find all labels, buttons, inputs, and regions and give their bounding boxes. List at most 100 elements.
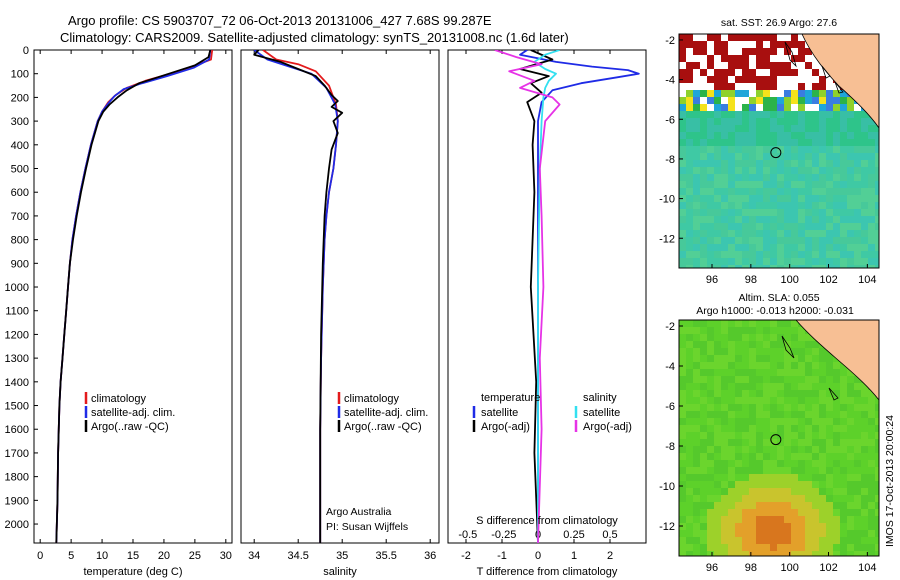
heatmap-cell <box>686 439 694 447</box>
heatmap-cell <box>728 432 736 440</box>
heatmap-cell <box>805 369 813 377</box>
heatmap-cell <box>812 146 820 154</box>
heatmap-cell <box>847 474 855 482</box>
heatmap-cell <box>847 404 855 412</box>
heatmap-cell <box>791 320 799 328</box>
heatmap-cell <box>686 390 694 398</box>
heatmap-cell <box>714 48 722 56</box>
heatmap-cell <box>756 111 764 119</box>
heatmap-cell <box>826 530 834 538</box>
heatmap-cell <box>854 453 862 461</box>
heatmap-cell <box>728 258 736 266</box>
heatmap-cell <box>784 125 792 133</box>
heatmap-cell <box>679 181 687 189</box>
heatmap-cell <box>833 362 841 370</box>
heatmap-cell <box>763 537 771 545</box>
heatmap-cell <box>791 530 799 538</box>
heatmap-cell <box>763 362 771 370</box>
heatmap-cell <box>861 439 869 447</box>
heatmap-cell <box>798 104 806 112</box>
heatmap-cell <box>735 404 743 412</box>
heatmap-cell <box>833 146 841 154</box>
heatmap-cell <box>805 237 813 245</box>
heatmap-cell <box>707 69 715 77</box>
heatmap-cell <box>812 97 820 105</box>
heatmap-cell <box>728 502 736 510</box>
heatmap-cell <box>735 41 743 49</box>
heatmap-cell <box>763 209 771 217</box>
heatmap-cell <box>714 237 722 245</box>
heatmap-cell <box>875 474 879 482</box>
heatmap-cell <box>693 146 701 154</box>
heatmap-cell <box>735 411 743 419</box>
heatmap-cell <box>686 174 694 182</box>
heatmap-cell <box>707 216 715 224</box>
heatmap-cell <box>742 537 750 545</box>
heatmap-cell <box>819 509 827 517</box>
heatmap-cell <box>791 544 799 552</box>
heatmap-cell <box>819 453 827 461</box>
heatmap-cell <box>805 411 813 419</box>
heatmap-cell <box>707 83 715 91</box>
heatmap-cell <box>805 418 813 426</box>
heatmap-cell <box>847 139 855 147</box>
heatmap-cell <box>819 153 827 161</box>
heatmap-cell <box>805 69 813 77</box>
heatmap-cell <box>840 160 848 168</box>
heatmap-cell <box>791 111 799 119</box>
heatmap-cell <box>742 153 750 161</box>
heatmap-cell <box>826 516 834 524</box>
heatmap-cell <box>756 509 764 517</box>
heatmap-cell <box>728 474 736 482</box>
heatmap-cell <box>700 376 708 384</box>
heatmap-cell <box>693 432 701 440</box>
heatmap-cell <box>826 174 834 182</box>
heatmap-cell <box>791 244 799 252</box>
heatmap-cell <box>833 537 841 545</box>
heatmap-cell <box>833 265 841 268</box>
heatmap-cell <box>770 111 778 119</box>
heatmap-cell <box>861 202 869 210</box>
heatmap-cell <box>770 411 778 419</box>
heatmap-cell <box>826 537 834 545</box>
heatmap-cell <box>791 327 799 335</box>
heatmap-cell <box>840 453 848 461</box>
heatmap-cell <box>826 153 834 161</box>
heatmap-cell <box>770 390 778 398</box>
heatmap-cell <box>847 383 855 391</box>
heatmap-cell <box>798 544 806 552</box>
heatmap-cell <box>679 537 687 545</box>
heatmap-cell <box>693 453 701 461</box>
heatmap-cell <box>714 495 722 503</box>
heatmap-cell <box>847 537 855 545</box>
heatmap-cell <box>784 258 792 266</box>
heatmap-cell <box>770 537 778 545</box>
heatmap-cell <box>777 153 785 161</box>
heatmap-cell <box>840 188 848 196</box>
heatmap-cell <box>749 390 757 398</box>
heatmap-cell <box>777 251 785 259</box>
heatmap-cell <box>693 97 701 105</box>
heatmap-cell <box>756 202 764 210</box>
heatmap-cell <box>742 216 750 224</box>
heatmap-cell <box>854 118 862 126</box>
heatmap-cell <box>791 425 799 433</box>
heatmap-cell <box>819 516 827 524</box>
heatmap-cell <box>777 502 785 510</box>
heatmap-cell <box>812 118 820 126</box>
heatmap-cell <box>784 90 792 98</box>
heatmap-cell <box>819 111 827 119</box>
heatmap-cell <box>693 502 701 510</box>
heatmap-cell <box>700 397 708 405</box>
heatmap-cell <box>763 509 771 517</box>
depth-tick-label: 1300 <box>5 353 29 365</box>
heatmap-cell <box>798 453 806 461</box>
heatmap-cell <box>861 537 869 545</box>
heatmap-cell <box>847 523 855 531</box>
heatmap-cell <box>777 334 785 342</box>
heatmap-cell <box>679 209 687 217</box>
heatmap-cell <box>763 523 771 531</box>
heatmap-cell <box>742 202 750 210</box>
heatmap-cell <box>875 439 879 447</box>
heatmap-cell <box>854 139 862 147</box>
